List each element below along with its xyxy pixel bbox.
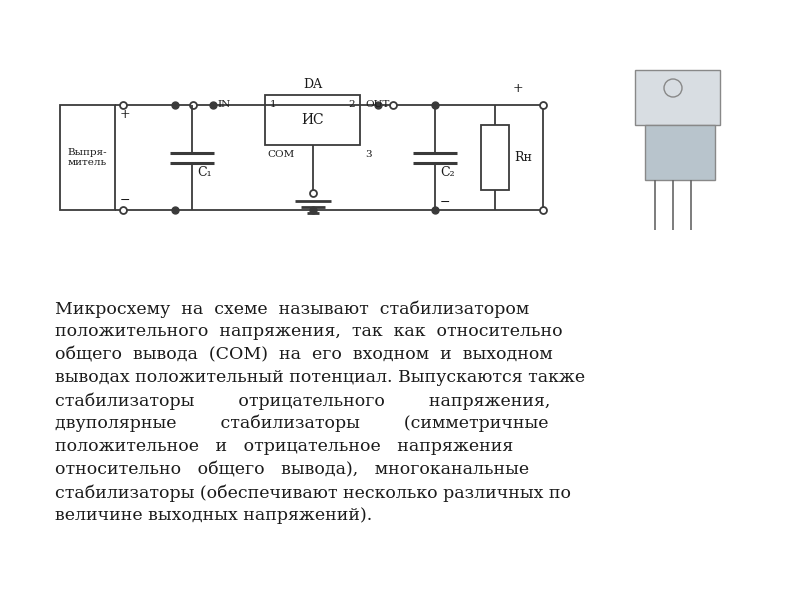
Text: выводах положительный потенциал. Выпускаются также: выводах положительный потенциал. Выпуска… bbox=[55, 369, 585, 386]
Text: Микросхему  на  схеме  называют  стабилизатором: Микросхему на схеме называют стабилизато… bbox=[55, 300, 530, 317]
Text: C₁: C₁ bbox=[197, 166, 212, 179]
FancyBboxPatch shape bbox=[635, 70, 720, 125]
Text: +: + bbox=[120, 108, 130, 121]
Text: 3: 3 bbox=[365, 150, 372, 159]
Text: стабилизаторы        отрицательного        напряжения,: стабилизаторы отрицательного напряжения, bbox=[55, 392, 550, 409]
Text: величине выходных напряжений).: величине выходных напряжений). bbox=[55, 507, 372, 524]
Text: относительно   общего   вывода),   многоканальные: относительно общего вывода), многоканаль… bbox=[55, 461, 529, 478]
Text: Rн: Rн bbox=[514, 151, 532, 164]
Text: двуполярные        стабилизаторы        (симметричные: двуполярные стабилизаторы (симметричные bbox=[55, 415, 549, 433]
Text: −: − bbox=[440, 196, 450, 208]
Text: СОМ: СОМ bbox=[267, 150, 294, 159]
Text: положительного  напряжения,  так  как  относительно: положительного напряжения, так как относ… bbox=[55, 323, 562, 340]
Text: C₂: C₂ bbox=[440, 166, 454, 179]
Text: 2: 2 bbox=[348, 100, 354, 109]
FancyBboxPatch shape bbox=[265, 95, 360, 145]
FancyBboxPatch shape bbox=[645, 125, 715, 180]
Text: IN: IN bbox=[217, 100, 230, 109]
FancyBboxPatch shape bbox=[60, 105, 115, 210]
Text: ИС: ИС bbox=[301, 113, 324, 127]
Text: стабилизаторы (обеспечивают несколько различных по: стабилизаторы (обеспечивают несколько ра… bbox=[55, 484, 571, 502]
Text: OUT: OUT bbox=[365, 100, 390, 109]
FancyBboxPatch shape bbox=[481, 125, 509, 190]
Text: Выпря-
митель: Выпря- митель bbox=[68, 148, 107, 167]
Text: DA: DA bbox=[303, 79, 322, 91]
Text: положительное   и   отрицательное   напряжения: положительное и отрицательное напряжения bbox=[55, 438, 514, 455]
Text: общего  вывода  (СОМ)  на  его  входном  и  выходном: общего вывода (СОМ) на его входном и вых… bbox=[55, 346, 553, 363]
Text: +: + bbox=[513, 82, 524, 95]
Text: −: − bbox=[120, 194, 130, 207]
Text: 1: 1 bbox=[270, 100, 277, 109]
